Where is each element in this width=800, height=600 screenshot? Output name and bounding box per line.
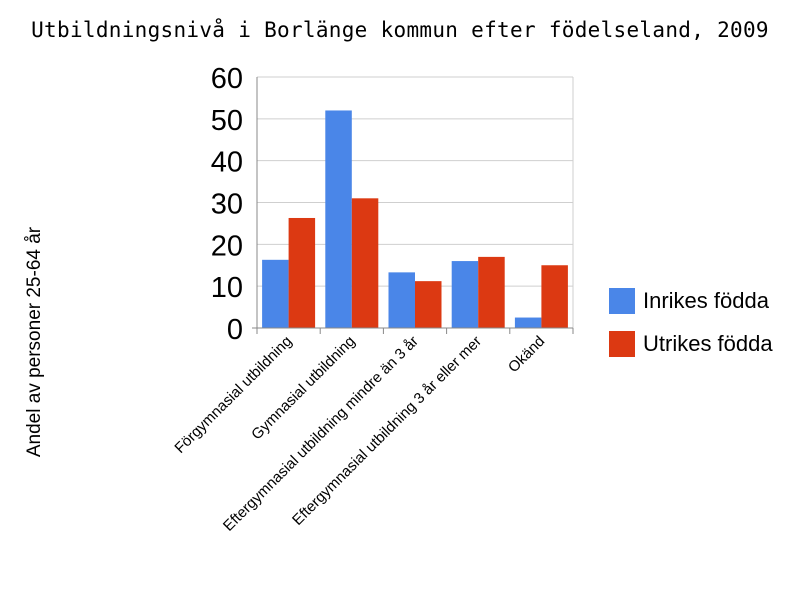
legend-item-utrikes: Utrikes födda [609,330,773,357]
bar-inrikes [514,317,542,328]
y-tick-label: 40 [211,147,243,179]
y-axis-title: Andel av personer 25-64 år [24,226,45,457]
y-tick-label: 50 [211,105,243,137]
y-tick-label: 0 [227,314,243,346]
y-tick-label: 30 [211,189,243,221]
bar-utrikes [351,198,379,328]
legend-item-inrikes: Inrikes födda [609,287,773,314]
x-tick-label: Okänd [505,333,548,376]
y-tick-label: 10 [211,272,243,304]
bar-inrikes [388,272,415,328]
legend-label-inrikes: Inrikes födda [643,287,769,313]
x-tick-label: Förgymnasial utbildning [171,333,295,457]
legend-swatch-inrikes [609,287,635,314]
bar-utrikes [541,265,568,328]
chart-title: Utbildningsnivå i Borlänge kommun efter … [31,18,769,42]
bar-inrikes [325,110,352,328]
bar-inrikes [262,259,289,328]
legend-swatch-utrikes [609,330,635,357]
bar-utrikes [478,256,505,328]
bars [262,110,568,328]
y-tick-label: 20 [211,230,243,262]
bar-utrikes [288,217,316,328]
legend: Inrikes födda Utrikes födda [609,287,773,373]
bar-utrikes [415,281,442,328]
x-tick-label: Gymnasial utbildning [248,333,358,443]
legend-label-utrikes: Utrikes födda [643,330,773,356]
axes [252,77,574,334]
y-tick-label: 60 [211,63,243,95]
bar-inrikes [451,261,479,328]
